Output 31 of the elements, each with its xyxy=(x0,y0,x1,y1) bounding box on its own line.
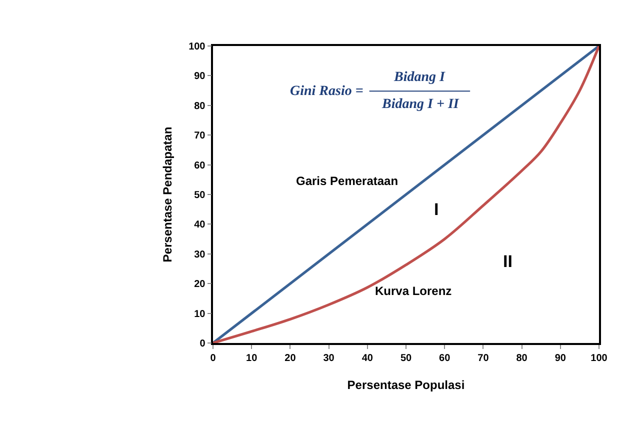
x-tick-label: 70 xyxy=(478,352,490,364)
x-tick-label: 0 xyxy=(210,352,216,364)
x-tick-label: 100 xyxy=(590,352,608,364)
annotation: Garis Pemerataan xyxy=(296,174,398,188)
y-tick-label: 50 xyxy=(194,190,206,201)
y-tick-label: 70 xyxy=(194,130,206,142)
annotation: Bidang I + II xyxy=(381,97,460,112)
x-axis-title: Persentase Populasi xyxy=(347,378,465,392)
x-tick-label: 60 xyxy=(439,352,451,364)
x-tick-label: 30 xyxy=(323,352,335,364)
annotation: Bidang I xyxy=(393,70,446,85)
x-tick-label: 80 xyxy=(516,352,528,364)
y-tick-label: 10 xyxy=(194,308,206,320)
x-tick-label: 90 xyxy=(554,352,566,364)
y-tick-label: 80 xyxy=(194,100,206,112)
y-tick-label: 40 xyxy=(194,220,206,231)
y-tick-label: 100 xyxy=(188,42,206,52)
x-tick-label: 20 xyxy=(284,352,296,364)
x-tick-label: 10 xyxy=(246,352,258,364)
y-tick-label: 60 xyxy=(194,160,206,172)
annotation: I xyxy=(434,200,439,219)
y-tick-label: 20 xyxy=(194,279,206,290)
annotation: II xyxy=(503,252,512,271)
y-tick-label: 90 xyxy=(194,71,206,82)
y-tick-label: 30 xyxy=(194,249,206,260)
annotation: Gini Rasio = xyxy=(290,84,364,99)
y-axis-title: Persentase Pendapatan xyxy=(160,126,174,262)
x-tick-label: 50 xyxy=(400,352,412,364)
y-tick-label: 0 xyxy=(200,338,206,350)
x-tick-label: 40 xyxy=(362,352,374,364)
annotation: Kurva Lorenz xyxy=(375,284,452,298)
